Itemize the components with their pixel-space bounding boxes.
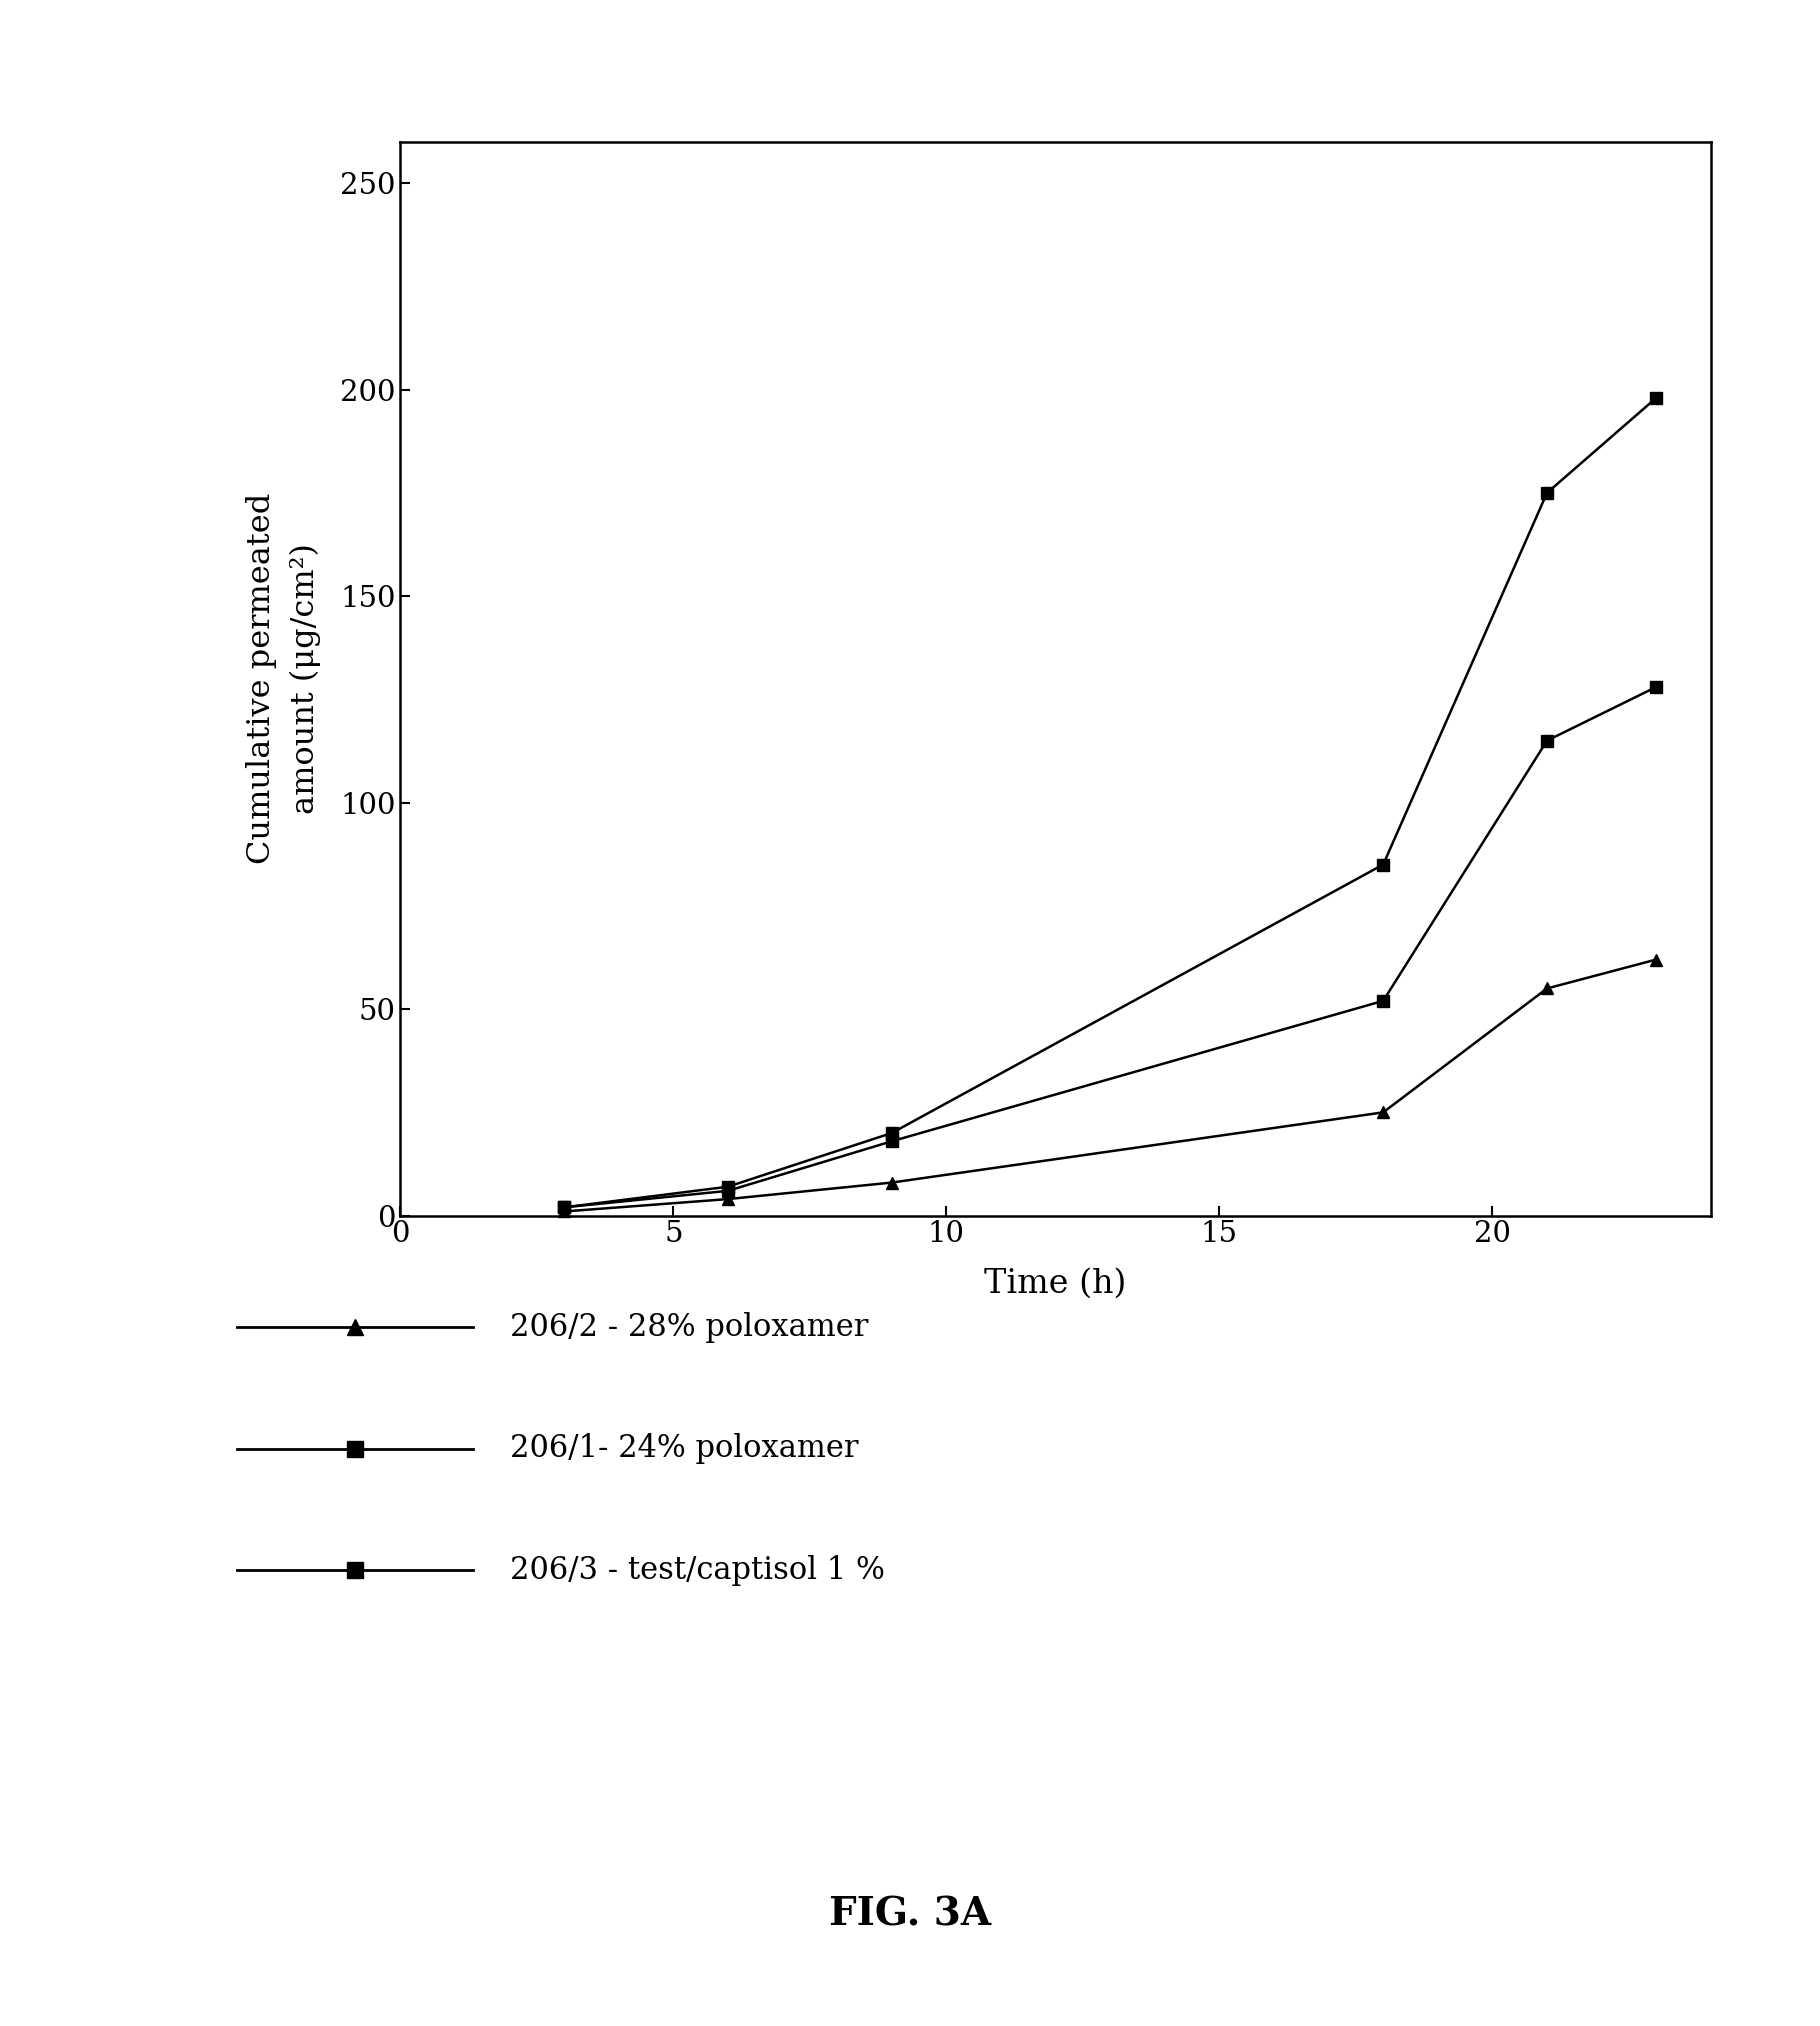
- 206/3 - test/captisol 1 %: [717, 1175, 739, 1199]
- Text: 206/3 - test/captisol 1 %: 206/3 - test/captisol 1 %: [510, 1554, 885, 1586]
- 206/3 - test/captisol 1 %: [1645, 385, 1667, 409]
- 206/2 - 28% poloxamer: [1372, 1100, 1394, 1124]
- 206/1- 24% poloxamer: [717, 1179, 739, 1203]
- X-axis label: Time (h): Time (h): [985, 1268, 1127, 1301]
- 206/2 - 28% poloxamer: [1645, 948, 1667, 972]
- 206/2 - 28% poloxamer: [553, 1199, 575, 1224]
- Text: 206/1- 24% poloxamer: 206/1- 24% poloxamer: [510, 1432, 857, 1465]
- Line: 206/3 - test/captisol 1 %: 206/3 - test/captisol 1 %: [559, 391, 1662, 1214]
- 206/1- 24% poloxamer: [1645, 675, 1667, 699]
- 206/1- 24% poloxamer: [553, 1195, 575, 1220]
- 206/1- 24% poloxamer: [881, 1128, 903, 1153]
- Y-axis label: Cumulative permeated
amount (μg/cm²): Cumulative permeated amount (μg/cm²): [246, 492, 320, 865]
- Line: 206/1- 24% poloxamer: 206/1- 24% poloxamer: [559, 681, 1662, 1214]
- 206/3 - test/captisol 1 %: [1536, 480, 1558, 504]
- Text: FIG. 3A: FIG. 3A: [828, 1896, 992, 1933]
- 206/3 - test/captisol 1 %: [1372, 853, 1394, 877]
- 206/1- 24% poloxamer: [1372, 989, 1394, 1013]
- 206/3 - test/captisol 1 %: [553, 1195, 575, 1220]
- Text: 206/2 - 28% poloxamer: 206/2 - 28% poloxamer: [510, 1311, 868, 1343]
- 206/2 - 28% poloxamer: [717, 1187, 739, 1212]
- 206/1- 24% poloxamer: [1536, 729, 1558, 754]
- Line: 206/2 - 28% poloxamer: 206/2 - 28% poloxamer: [559, 954, 1662, 1218]
- 206/2 - 28% poloxamer: [1536, 977, 1558, 1001]
- 206/3 - test/captisol 1 %: [881, 1120, 903, 1145]
- 206/2 - 28% poloxamer: [881, 1171, 903, 1195]
